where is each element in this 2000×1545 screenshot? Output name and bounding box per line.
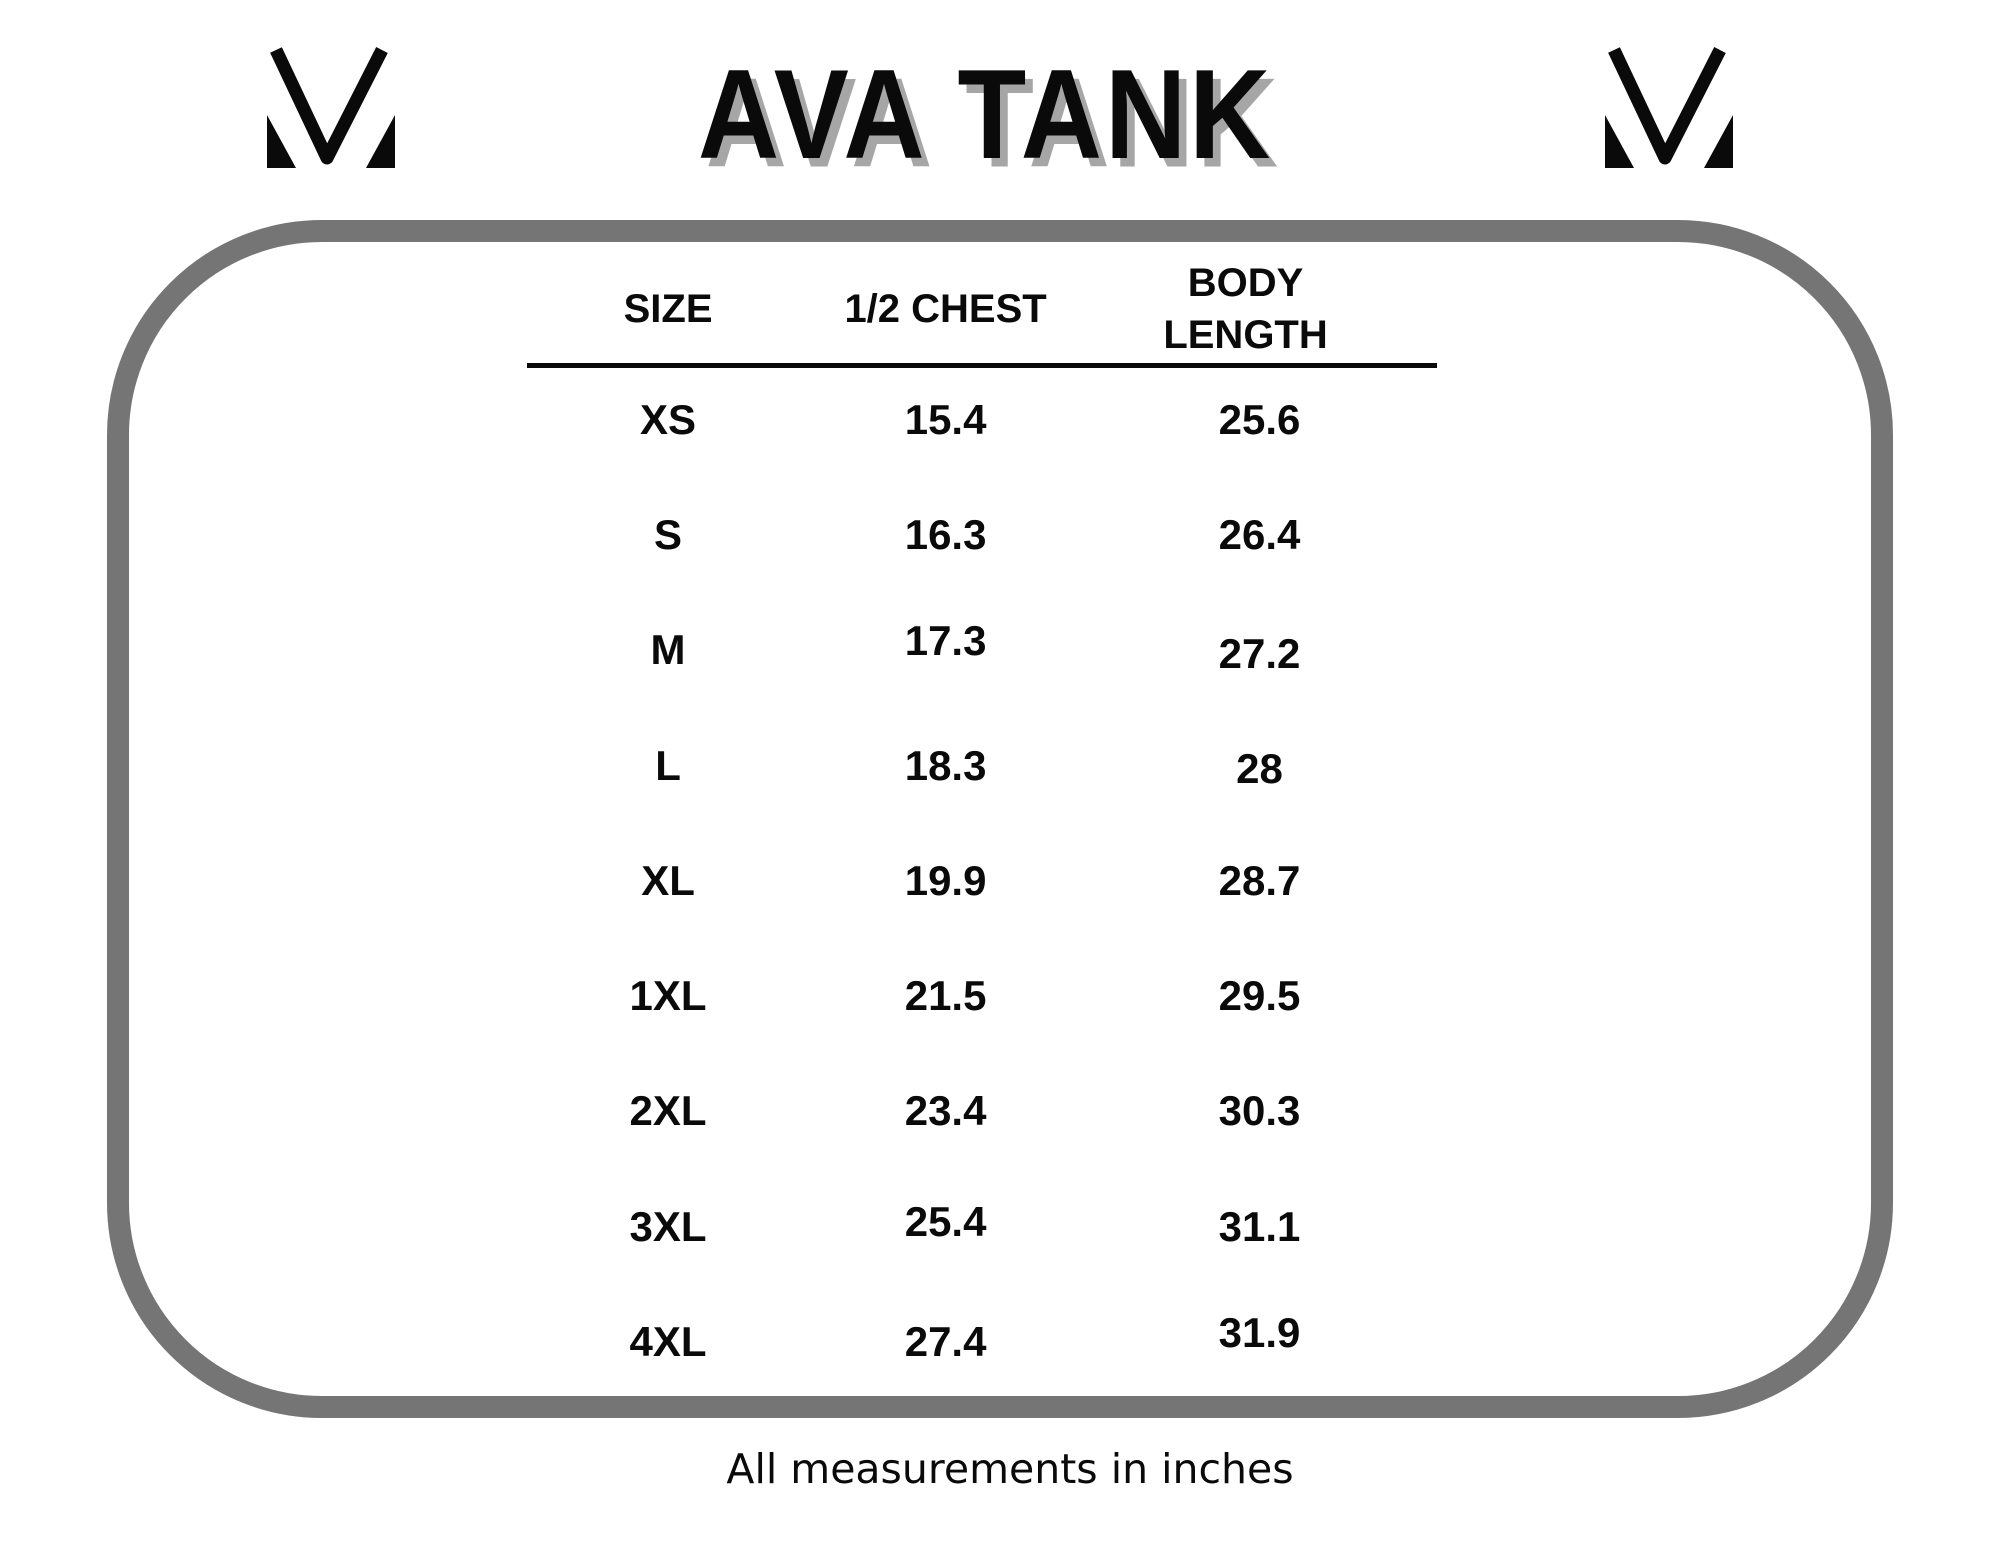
table-row-l: L 18.3 28 bbox=[527, 708, 1437, 823]
header-divider-line bbox=[527, 363, 1437, 368]
size-chart-table: SIZE 1/2 CHEST BODY LENGTH XS 15.4 25.6 … bbox=[527, 255, 1437, 1400]
half-chest-cell: 21.5 bbox=[904, 972, 987, 1020]
half-chest-cell: 27.4 bbox=[904, 1318, 987, 1366]
table-header-row: SIZE 1/2 CHEST BODY LENGTH bbox=[527, 255, 1437, 363]
size-cell: XL bbox=[641, 856, 695, 904]
table-row-xs: XS 15.4 25.6 bbox=[527, 362, 1437, 477]
mv-monogram-icon bbox=[267, 46, 395, 168]
body-length-cell: 28 bbox=[1236, 744, 1283, 792]
body-length-cell: 26.4 bbox=[1218, 510, 1301, 558]
measurements-note: All measurements in inches bbox=[726, 1445, 1294, 1493]
body-length-cell: 30.3 bbox=[1218, 1087, 1301, 1135]
half-chest-cell: 19.9 bbox=[904, 856, 987, 904]
body-length-cell: 31.1 bbox=[1218, 1202, 1301, 1250]
table-row-2xl: 2XL 23.4 30.3 bbox=[527, 1054, 1437, 1169]
table-body: XS 15.4 25.6 S 16.3 26.4 M 17.3 27.2 L 1… bbox=[527, 362, 1437, 1400]
page-title: AVA TANK bbox=[698, 42, 1274, 186]
size-chart-frame bbox=[107, 220, 1893, 1418]
body-length-cell: 25.6 bbox=[1218, 395, 1301, 443]
half-chest-cell: 17.3 bbox=[904, 617, 987, 665]
size-cell: XS bbox=[640, 395, 697, 443]
table-row-xl: XL 19.9 28.7 bbox=[527, 823, 1437, 938]
size-cell: M bbox=[650, 626, 686, 674]
table-row-m: M 17.3 27.2 bbox=[527, 593, 1437, 708]
size-cell: L bbox=[655, 741, 681, 789]
half-chest-cell: 15.4 bbox=[904, 395, 987, 443]
table-row-3xl: 3XL 25.4 31.1 bbox=[527, 1169, 1437, 1284]
table-row-s: S 16.3 26.4 bbox=[527, 477, 1437, 592]
column-header-half-chest: 1/2 CHEST bbox=[844, 287, 1047, 331]
mv-monogram-icon bbox=[1605, 46, 1733, 168]
half-chest-cell: 18.3 bbox=[904, 741, 987, 789]
body-length-cell: 27.2 bbox=[1218, 630, 1301, 678]
half-chest-cell: 25.4 bbox=[904, 1197, 987, 1245]
half-chest-cell: 23.4 bbox=[904, 1087, 987, 1135]
size-cell: S bbox=[654, 510, 683, 558]
size-cell: 3XL bbox=[629, 1202, 707, 1250]
half-chest-cell: 16.3 bbox=[904, 510, 987, 558]
column-header-body-length: BODY LENGTH bbox=[1163, 261, 1328, 357]
body-length-cell: 29.5 bbox=[1218, 972, 1301, 1020]
table-row-1xl: 1XL 21.5 29.5 bbox=[527, 938, 1437, 1053]
column-header-size: SIZE bbox=[623, 287, 713, 331]
body-length-cell: 31.9 bbox=[1218, 1309, 1301, 1357]
title-band: AVA TANK bbox=[0, 50, 1972, 178]
body-length-cell: 28.7 bbox=[1218, 856, 1301, 904]
size-cell: 4XL bbox=[629, 1318, 707, 1366]
size-cell: 2XL bbox=[629, 1087, 707, 1135]
size-cell: 1XL bbox=[629, 972, 707, 1020]
table-row-4xl: 4XL 27.4 31.9 bbox=[527, 1284, 1437, 1399]
